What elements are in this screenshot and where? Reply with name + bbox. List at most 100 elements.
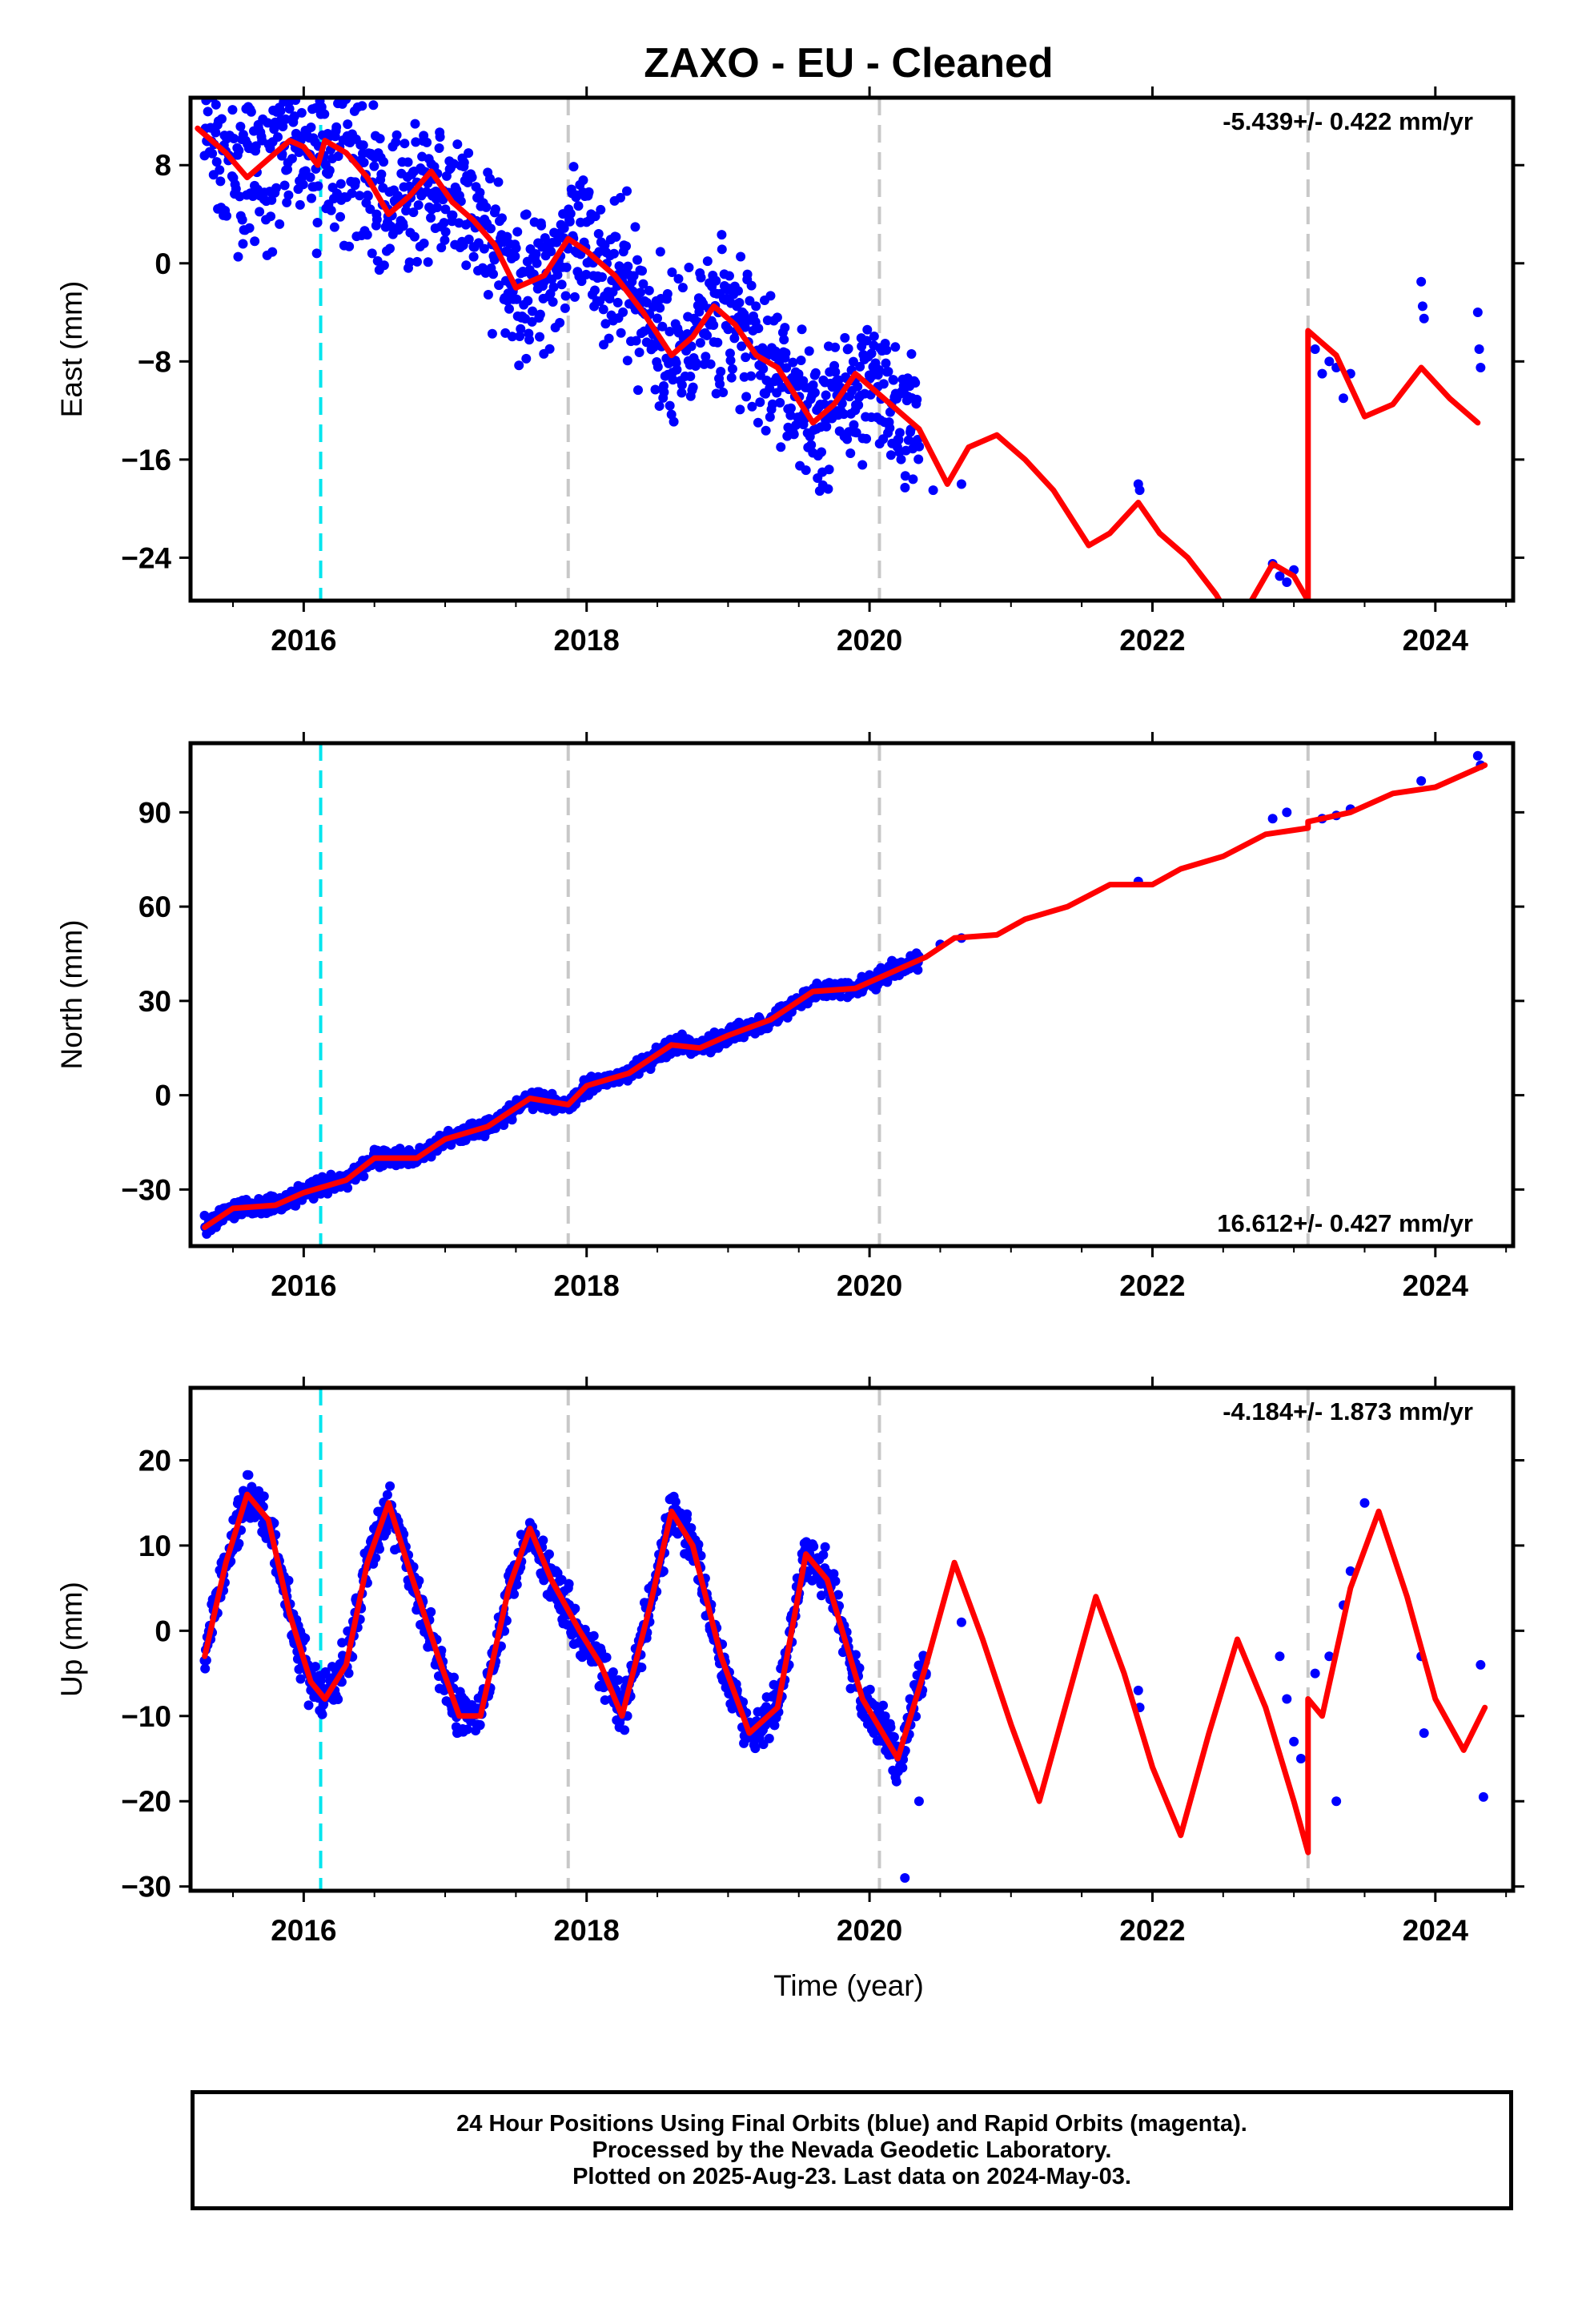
east-data-point xyxy=(845,448,856,459)
east-data-point xyxy=(422,137,432,147)
east-data-point xyxy=(379,260,389,271)
east-data-point xyxy=(286,82,295,91)
east-data-point xyxy=(401,206,412,216)
east-data-point xyxy=(810,368,821,378)
east-data-point xyxy=(791,420,801,430)
east-data-point xyxy=(843,344,853,354)
east-data-point xyxy=(227,105,238,115)
east-data-point xyxy=(725,348,735,359)
up-data-point xyxy=(818,1550,829,1560)
east-data-point xyxy=(216,114,227,124)
east-data-point xyxy=(612,297,623,308)
east-data-point xyxy=(293,84,303,94)
east-data-point xyxy=(235,122,246,132)
east-data-point xyxy=(657,321,668,332)
east-data-point xyxy=(861,433,872,444)
east-data-point xyxy=(555,317,565,328)
east-data-point xyxy=(409,231,420,242)
east-data-point xyxy=(781,363,792,373)
east-data-point xyxy=(461,260,472,271)
east-data-point xyxy=(448,210,458,220)
east-data-point xyxy=(753,324,764,334)
east-data-point xyxy=(440,235,450,245)
east-data-point xyxy=(823,484,833,494)
east-data-point xyxy=(630,222,640,232)
east-data-point xyxy=(702,256,713,267)
east-data-point xyxy=(275,219,285,229)
east-data-point xyxy=(440,204,451,215)
north-data-point xyxy=(507,1115,517,1125)
east-data-point xyxy=(772,312,782,323)
east-data-point xyxy=(459,157,469,167)
east-data-point xyxy=(928,485,938,496)
east-data-point xyxy=(221,211,231,221)
east-data-point xyxy=(371,215,382,225)
east-data-point xyxy=(796,355,806,365)
east-data-point xyxy=(271,183,281,193)
east-data-point xyxy=(761,376,772,386)
east-data-point xyxy=(654,401,665,412)
east-data-point xyxy=(910,377,921,388)
east-data-point xyxy=(740,322,750,332)
east-data-point xyxy=(806,440,817,450)
east-data-point xyxy=(669,416,679,427)
east-data-point xyxy=(789,429,799,440)
east-data-point xyxy=(203,78,213,87)
up-data-point xyxy=(601,1652,612,1663)
up-data-point xyxy=(475,1719,485,1730)
east-data-point xyxy=(507,332,517,342)
east-data-point xyxy=(677,283,688,293)
north-data-point xyxy=(1282,807,1292,818)
east-data-point xyxy=(403,157,413,167)
east-data-point xyxy=(358,140,368,151)
up-data-point xyxy=(897,1763,908,1773)
east-data-point xyxy=(709,320,719,330)
up-data-point xyxy=(865,1684,875,1695)
east-data-point xyxy=(652,313,662,324)
up-data-point xyxy=(588,1630,599,1641)
east-data-point xyxy=(306,122,316,132)
east-x-tick-label: 2020 xyxy=(837,624,902,657)
up-y-axis-label: Up (mm) xyxy=(55,1582,88,1697)
east-data-point xyxy=(426,212,436,223)
east-data-point xyxy=(1338,393,1348,404)
up-data-point xyxy=(234,1538,244,1549)
east-data-point xyxy=(440,227,451,237)
up-data-point xyxy=(303,1700,314,1711)
east-data-point xyxy=(512,294,522,304)
east-data-point xyxy=(215,165,225,175)
east-data-point xyxy=(528,306,538,316)
east-data-point xyxy=(215,58,225,68)
up-data-point xyxy=(300,1633,311,1643)
east-data-point xyxy=(1476,362,1486,372)
east-data-point xyxy=(335,179,346,189)
east-data-point xyxy=(889,375,899,385)
east-data-point xyxy=(866,348,877,359)
east-data-point xyxy=(487,328,497,339)
east-data-point xyxy=(483,290,493,300)
east-data-point xyxy=(659,387,669,397)
east-data-point xyxy=(600,319,611,329)
east-data-point xyxy=(655,303,665,313)
east-data-point xyxy=(589,285,600,296)
east-data-point xyxy=(801,465,811,476)
up-model-fit-1 xyxy=(202,1491,1488,1856)
east-y-tick-label: −24 xyxy=(121,541,171,574)
east-data-point xyxy=(347,188,357,199)
east-data-point xyxy=(716,366,726,376)
east-data-point xyxy=(560,303,570,313)
east-data-point xyxy=(434,143,444,153)
east-data-point xyxy=(793,369,804,380)
up-data-point xyxy=(556,1574,567,1585)
east-data-point xyxy=(621,241,632,251)
east-data-point xyxy=(881,358,891,368)
east-model-fit-2 xyxy=(1244,561,1311,601)
up-data-point xyxy=(512,1579,522,1590)
east-data-point xyxy=(862,324,873,335)
east-data-point xyxy=(295,199,305,210)
east-data-point xyxy=(701,352,711,362)
up-data-point xyxy=(426,1606,436,1617)
east-data-point xyxy=(386,221,396,231)
east-data-point xyxy=(329,222,339,232)
east-data-point xyxy=(485,223,496,234)
